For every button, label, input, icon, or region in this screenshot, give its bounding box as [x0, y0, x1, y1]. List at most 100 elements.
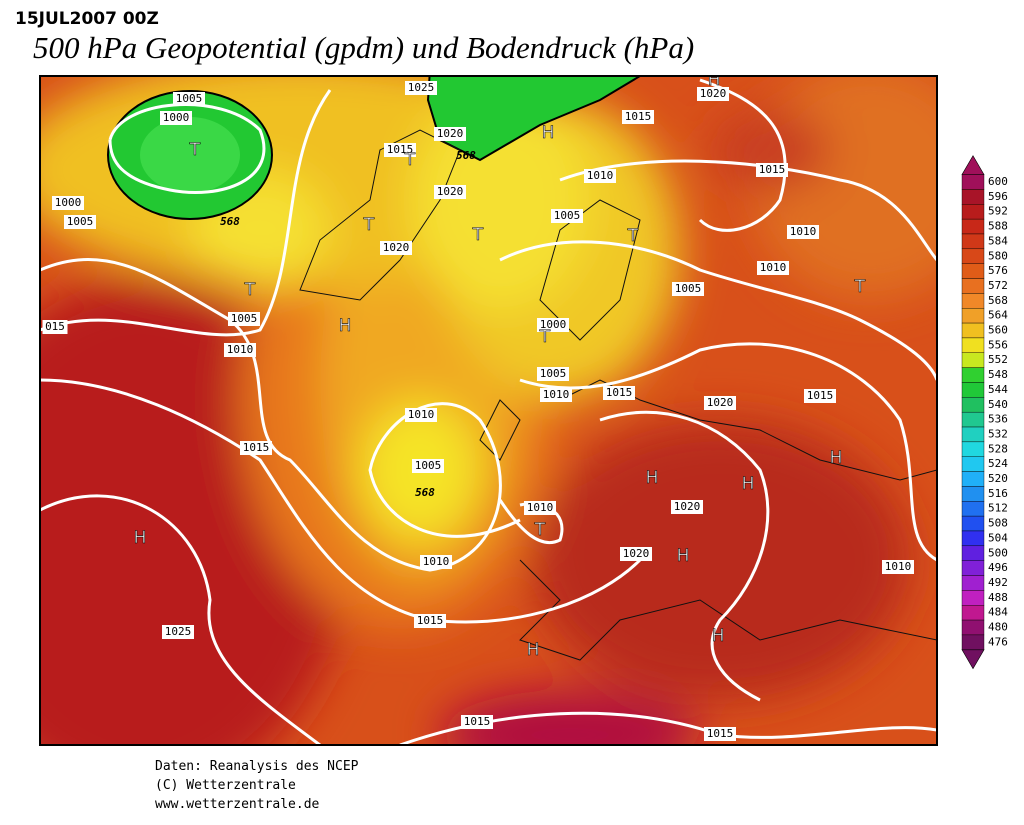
- pressure-center: T: [627, 226, 639, 246]
- isobar-label-box: [584, 169, 616, 183]
- colorbar-swatch: [961, 382, 985, 398]
- colorbar-label: 532: [988, 427, 1008, 440]
- colorbar-swatch: [961, 278, 985, 294]
- isobar-label: 1015: [464, 715, 491, 728]
- colorbar-label: 580: [988, 249, 1008, 262]
- colorbar-swatch: [961, 337, 985, 353]
- isobar-label: 1020: [437, 127, 464, 140]
- colorbar-swatch: [961, 590, 985, 606]
- colorbar-swatch: [961, 560, 985, 576]
- colorbar-swatch: [961, 218, 985, 235]
- map: 1005 1000 1025 1020 1015 1020 1015 1010 1015 1000…: [40, 70, 937, 745]
- colorbar-swatch: [961, 605, 985, 621]
- pressure-center: T: [539, 327, 551, 347]
- colorbar-swatch: [961, 367, 985, 383]
- pressure-center: T: [244, 280, 256, 300]
- isobar-label-box: [228, 312, 260, 326]
- pressure-center: T: [363, 215, 375, 235]
- colorbar-label: 568: [988, 294, 1008, 307]
- isobar-label: 1010: [408, 408, 435, 421]
- colorbar-swatch: [961, 174, 985, 190]
- isobar-label-box: [420, 555, 452, 569]
- colorbar-label: 512: [988, 502, 1008, 515]
- pressure-center: T: [404, 150, 416, 170]
- colorbar-label: 572: [988, 279, 1008, 292]
- colorbar-swatch: [961, 634, 985, 650]
- colorbar-label: 492: [988, 576, 1008, 589]
- credit-line: (C) Wetterzentrale: [155, 778, 296, 793]
- colorbar-swatch: [961, 575, 985, 591]
- isobar-label: 1015: [387, 143, 414, 156]
- isobar-label: 1010: [587, 169, 614, 182]
- colorbar-swatch: [961, 411, 985, 428]
- map-labels: 1005 1000 1025 1020 1015 1020 1015 1010 1015 1000…: [42, 70, 914, 741]
- isobar-label-box: [524, 501, 556, 515]
- isobar-label: 1015: [243, 441, 270, 454]
- isobar-label: 1015: [759, 163, 786, 176]
- colorbar-end: [961, 155, 985, 175]
- isobar-label: 1020: [383, 241, 410, 254]
- colorbar-label: 540: [988, 398, 1008, 411]
- pressure-center: H: [134, 528, 147, 548]
- colorbar-swatch: [961, 293, 985, 309]
- date: 15JUL2007 00Z: [15, 9, 159, 29]
- isobar-label: 1015: [707, 727, 734, 740]
- isobar-label: 015: [45, 320, 65, 333]
- isobar-label: 1010: [790, 225, 817, 238]
- isobar-label: 1020: [707, 396, 734, 409]
- isobar-label: 1000: [55, 196, 82, 209]
- pressure-center: H: [712, 626, 725, 646]
- isobar-label-box: [622, 110, 654, 124]
- isobar-label-box: [412, 459, 444, 473]
- isobar-label-box: [704, 727, 736, 741]
- colorbar-label: 600: [988, 175, 1008, 188]
- colorbar-label: 564: [988, 309, 1008, 322]
- colorbar-swatch: [961, 248, 985, 264]
- isobar-label: 1010: [885, 560, 912, 573]
- isobar-label: 1000: [540, 318, 567, 331]
- colorbar-swatch: [961, 322, 985, 339]
- colorbar-label: 552: [988, 353, 1008, 366]
- isobar-label-box: [537, 367, 569, 381]
- isobar-label-box: [162, 625, 194, 639]
- height-label: 568: [415, 486, 435, 499]
- isobar-label-box: [537, 318, 569, 332]
- colorbar-swatch: [961, 530, 985, 547]
- colorbar-swatch: [961, 545, 985, 561]
- colorbar-label: 484: [988, 606, 1008, 619]
- isobar-label: 1015: [625, 110, 652, 123]
- isobar-label-box: [620, 547, 652, 561]
- colorbar-label: 560: [988, 324, 1008, 337]
- isobar-label-box: [756, 163, 788, 177]
- isobar-label-box: [64, 215, 96, 229]
- pressure-center: H: [708, 70, 721, 90]
- colorbar-swatch: [961, 441, 985, 457]
- height-label: 568: [220, 215, 240, 228]
- colorbar-label: 520: [988, 472, 1008, 485]
- pressure-center: H: [830, 448, 843, 468]
- pressure-center: T: [472, 225, 484, 245]
- colorbar-swatch: [961, 619, 985, 636]
- colorbar-swatch: [961, 204, 985, 220]
- colorbar-swatch: [961, 352, 985, 368]
- isobar-label-box: [405, 81, 437, 95]
- colorbar-swatch: [961, 233, 985, 250]
- pressure-center: T: [854, 277, 866, 297]
- isobar-label: 1005: [554, 209, 581, 222]
- height-label: 568: [456, 149, 476, 162]
- isobar-label-box: [461, 715, 493, 729]
- colorbar-swatch: [961, 515, 985, 532]
- isobar-label-box: [42, 320, 68, 334]
- isobar-label: 1015: [417, 614, 444, 627]
- isobar-label: 1010: [423, 555, 450, 568]
- colorbar-label: 576: [988, 264, 1008, 277]
- credit-line: www.wetterzentrale.de: [155, 797, 320, 812]
- pressure-center: H: [339, 316, 352, 336]
- colorbar-label: 504: [988, 531, 1008, 544]
- isobar-label-box: [787, 225, 819, 239]
- isobar-label: 1005: [231, 312, 258, 325]
- pressure-center: T: [189, 140, 201, 160]
- isobar-label: 1015: [606, 386, 633, 399]
- colorbar-label: 544: [988, 383, 1008, 396]
